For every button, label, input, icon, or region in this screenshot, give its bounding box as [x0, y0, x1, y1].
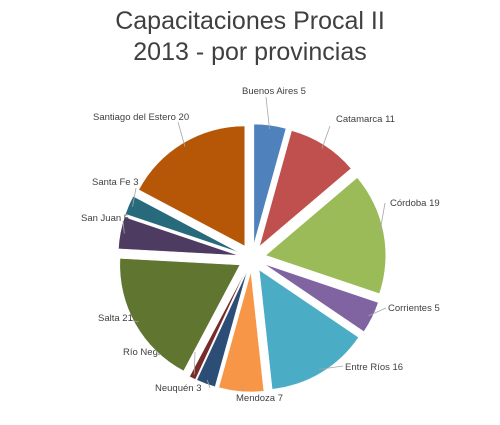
slice-label: Santiago del Estero 20: [93, 112, 189, 123]
leader-line: [318, 365, 344, 370]
pie-slice-san-juan: [118, 216, 239, 256]
pie-slice-corrientes: [264, 263, 379, 332]
slice-label: Corrientes 5: [388, 303, 440, 314]
pie-slice-r-o-negro: [189, 270, 247, 380]
slice-label: Santa Fe 3: [92, 177, 138, 188]
leader-line: [177, 121, 186, 147]
slice-label: Salta 21: [98, 313, 133, 324]
slice-label: Buenos Aires 5: [242, 86, 306, 97]
leader-line: [122, 220, 125, 234]
leader-line: [206, 379, 211, 389]
leader-line: [265, 96, 270, 130]
chart-title-line-1: Capacitaciones Procal II: [115, 7, 385, 35]
leader-line: [193, 351, 196, 375]
leader-line: [368, 307, 387, 317]
slice-label: Neuquén 3: [155, 383, 201, 394]
leader-line: [132, 187, 137, 207]
pie-slice-catamarca: [259, 130, 352, 247]
pie-slice-santiago-del-estero: [138, 125, 246, 247]
pie-slice-salta: [119, 258, 241, 372]
pie-slice-mendoza: [218, 271, 265, 393]
slice-label: Catamarca 11: [336, 114, 395, 125]
leader-line: [129, 319, 139, 323]
chart-title-line-2: 2013 - por provincias: [133, 38, 367, 66]
pie-slice-buenos-aires: [253, 123, 287, 245]
slice-label: Mendoza 7: [236, 393, 283, 404]
leader-line: [379, 202, 386, 234]
pie-slice-entre-r-os: [258, 269, 359, 390]
pie-slice-santa-fe: [125, 195, 240, 253]
slice-label: Córdoba 19: [390, 198, 440, 209]
pie-slice-c-rdoba: [265, 177, 386, 294]
slice-label: San Juan 5: [81, 213, 129, 224]
leader-line: [241, 387, 245, 392]
slice-label: Entre Ríos 16: [345, 362, 403, 373]
slice-label: Río Negro 1: [123, 347, 174, 358]
pie-slice-neuqu-n: [196, 271, 248, 388]
leader-line: [321, 125, 331, 149]
